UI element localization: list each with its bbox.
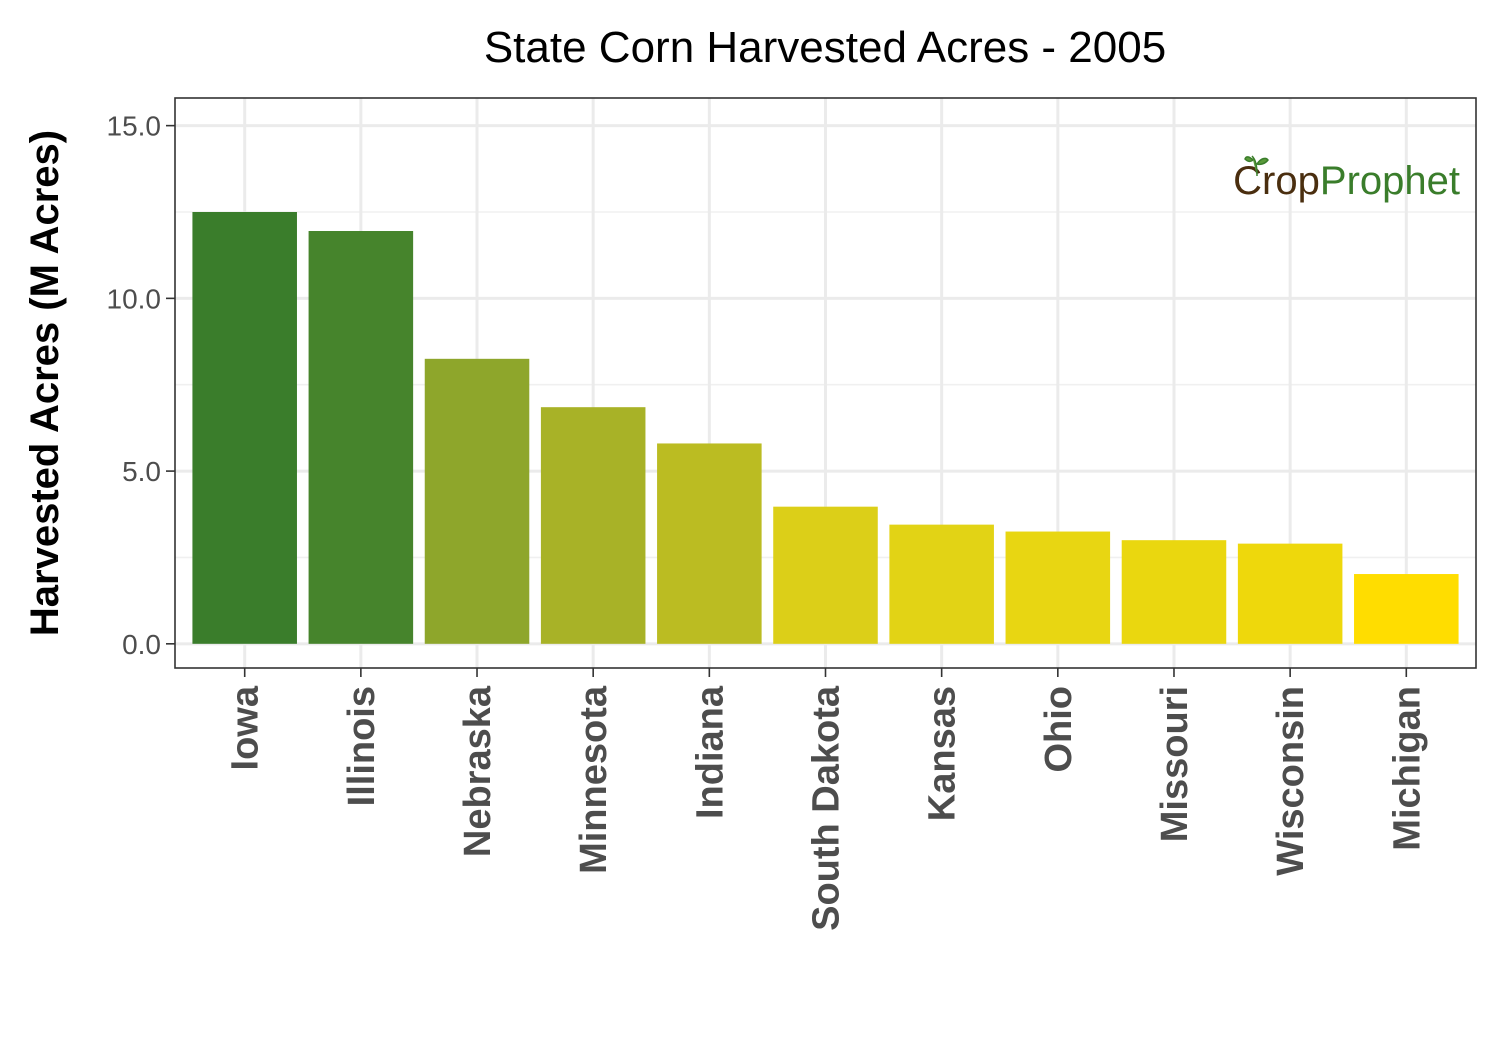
bar-missouri	[1121, 540, 1227, 644]
y-tick-label: 0.0	[122, 629, 161, 660]
bar-minnesota	[540, 407, 646, 644]
bar-illinois	[308, 231, 414, 644]
logo-text-prophet: Prophet	[1320, 159, 1460, 203]
logo-text-crop-o: o	[1275, 159, 1297, 203]
bar-kansas	[889, 524, 994, 644]
x-tick-label: Michigan	[1386, 686, 1428, 851]
x-tick-label: Wisconsin	[1270, 686, 1312, 876]
cropprophet-logo: CropProphet	[1233, 155, 1460, 203]
bar-ohio	[1005, 531, 1111, 644]
x-tick-label: Illinois	[341, 686, 383, 806]
x-tick-label: Nebraska	[457, 685, 499, 857]
bar-indiana	[657, 443, 762, 644]
y-tick-label: 5.0	[122, 456, 161, 487]
logo-text-crop-start: Cr	[1233, 159, 1275, 203]
x-tick-label: Minnesota	[573, 685, 615, 874]
svg-text:CropProphet: CropProphet	[1233, 159, 1460, 203]
logo-text-crop-end: p	[1298, 159, 1320, 203]
x-tick-label: Indiana	[689, 685, 731, 819]
bar-nebraska	[424, 358, 530, 644]
bar-wisconsin	[1237, 543, 1343, 644]
x-tick-label: Missouri	[1154, 686, 1196, 842]
bar-south-dakota	[773, 506, 878, 644]
bar-michigan	[1354, 574, 1459, 644]
x-tick-label: South Dakota	[806, 685, 848, 931]
sprout-icon	[1244, 155, 1269, 177]
x-tick-label: Kansas	[922, 686, 964, 821]
x-axis: Iowa Illinois Nebraska Minnesota Indiana Sout…	[225, 668, 1428, 931]
y-tick-label: 15.0	[107, 111, 162, 142]
x-tick-label: Ohio	[1038, 686, 1080, 773]
y-axis: 0.0 5.0 10.0 15.0	[107, 111, 175, 660]
x-tick-label: Iowa	[225, 685, 267, 770]
bar-iowa	[192, 212, 297, 644]
y-axis-label: Harvested Acres (M Acres)	[23, 130, 67, 636]
y-tick-label: 10.0	[107, 283, 162, 314]
chart-title: State Corn Harvested Acres - 2005	[484, 23, 1166, 72]
bars	[192, 212, 1459, 644]
